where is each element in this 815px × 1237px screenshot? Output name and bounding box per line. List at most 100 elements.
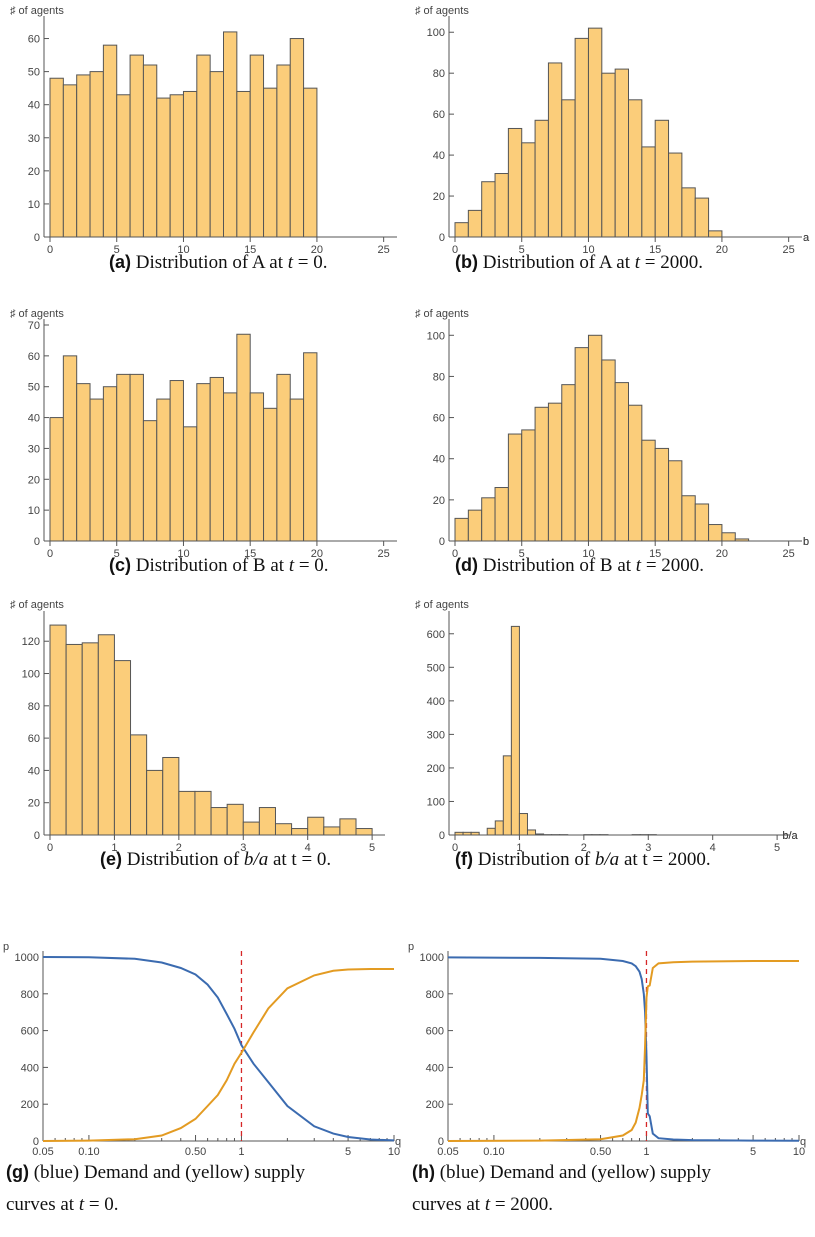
bar [89, 398, 104, 542]
caption-var: t [636, 555, 642, 576]
bar [226, 803, 244, 836]
bar [518, 813, 528, 836]
caption-text: curves at [412, 1194, 485, 1215]
y-tick-label: 600 [426, 1026, 444, 1038]
bar [494, 173, 509, 238]
bar [574, 37, 589, 238]
bar [162, 756, 180, 836]
bar [467, 209, 483, 238]
y-tick-label: 0 [439, 232, 445, 244]
x-tick-label: 10 [793, 1146, 805, 1158]
caption-rest: = 0. [293, 252, 327, 273]
y-tick-label: 400 [21, 1062, 39, 1074]
y-axis-label: p [408, 941, 414, 953]
y-tick-label: 600 [21, 1026, 39, 1038]
caption-var: t [79, 1194, 85, 1215]
y-tick-label: 300 [427, 729, 445, 741]
bar [142, 64, 158, 238]
y-tick-label: 200 [21, 1099, 39, 1111]
y-tick-label: 40 [28, 413, 40, 425]
y-tick-label: 0 [34, 830, 40, 842]
bar [97, 634, 115, 836]
bar [681, 495, 696, 542]
caption-tag: (h) [412, 1162, 435, 1182]
y-tick-label: 1000 [15, 952, 39, 964]
caption-text: Distribution of A at [478, 252, 635, 273]
caption-text: Distribution of [122, 849, 244, 870]
bar [521, 142, 536, 238]
bar [587, 27, 603, 238]
bar [116, 94, 131, 238]
bar [721, 532, 736, 542]
x-tick-label: 0.10 [483, 1146, 504, 1158]
caption-tag: (c) [109, 555, 131, 575]
x-tick-label: 1 [238, 1146, 244, 1158]
x-tick-label: 1 [516, 842, 522, 854]
caption-var: t [289, 555, 295, 576]
x-tick-label: 1 [111, 842, 117, 854]
bar [303, 352, 318, 542]
y-tick-label: 0 [439, 536, 445, 548]
bar [628, 404, 643, 542]
bar [182, 426, 198, 542]
x-tick-label: 5 [114, 548, 120, 560]
caption-text: (blue) Demand and (yellow) supply [435, 1162, 711, 1183]
y-tick-label: 100 [427, 330, 445, 342]
y-axis-label: ♯ of agents [10, 5, 64, 17]
x-tick-label: 0 [452, 842, 458, 854]
x-tick-label: 15 [244, 548, 256, 560]
x-tick-label: 10 [388, 1146, 400, 1158]
chart-d: 0 20 40 60 80 100 0 5 10 15 20 25 ♯ of agents b (d) Di… [415, 308, 809, 576]
caption-tag: (e) [100, 849, 122, 869]
bar [355, 828, 373, 836]
x-tick-label: 3 [240, 842, 246, 854]
x-tick-label: 0.05 [437, 1146, 458, 1158]
bar [547, 62, 563, 238]
bar [49, 417, 64, 542]
bar [223, 392, 238, 542]
y-tick-label: 30 [28, 133, 40, 145]
y-tick-label: 60 [433, 109, 445, 121]
bar [89, 71, 104, 238]
bar [481, 181, 496, 238]
x-tick-label: 25 [783, 548, 795, 560]
y-tick-label: 800 [21, 989, 39, 1001]
y-tick-label: 20 [28, 166, 40, 178]
y-axis-label: ♯ of agents [415, 5, 469, 17]
x-tick-label: 1 [643, 1146, 649, 1158]
bar [534, 119, 549, 238]
y-tick-label: 600 [427, 629, 445, 641]
caption-tag: (g) [6, 1162, 29, 1182]
caption-var: t [288, 252, 294, 273]
supply-curve [42, 968, 394, 1142]
caption-text: Distribution of A at [131, 252, 288, 273]
y-tick-label: 10 [28, 505, 40, 517]
x-tick-label: 10 [177, 244, 189, 256]
bar [258, 807, 276, 836]
y-tick-label: 0 [439, 830, 445, 842]
x-tick-label: 0.50 [590, 1146, 611, 1158]
y-tick-label: 100 [427, 27, 445, 39]
y-tick-label: 500 [427, 662, 445, 674]
bar [708, 230, 723, 238]
x-tick-label: 4 [305, 842, 311, 854]
caption-text: Distribution of B at [131, 555, 289, 576]
y-tick-label: 400 [426, 1062, 444, 1074]
x-tick-label: 0.05 [32, 1146, 53, 1158]
x-axis-label: b [803, 536, 809, 548]
bar [76, 383, 91, 542]
caption-var: t [485, 1194, 491, 1215]
x-tick-label: 0 [452, 548, 458, 560]
x-tick-label: 25 [378, 548, 390, 560]
x-tick-label: 5 [774, 842, 780, 854]
supply-curve [447, 960, 799, 1142]
x-tick-label: 4 [710, 842, 716, 854]
caption-rest: at t = 0. [268, 849, 331, 870]
y-tick-label: 400 [427, 696, 445, 708]
y-tick-label: 80 [433, 371, 445, 383]
bar [668, 152, 683, 238]
y-tick-label: 50 [28, 382, 40, 394]
